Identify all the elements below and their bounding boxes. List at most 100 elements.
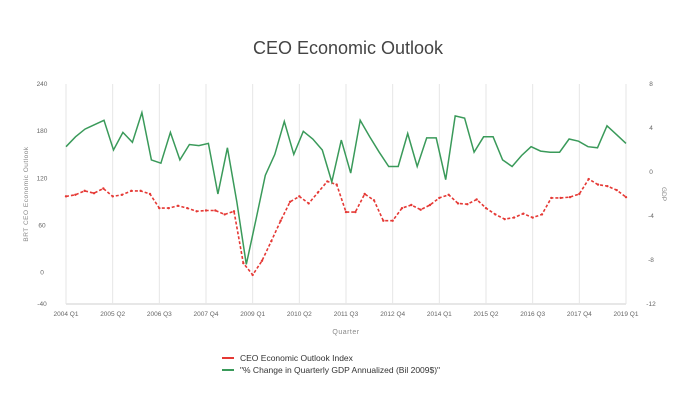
y-axis-title: BRT CEO Economic Outlook <box>23 146 30 241</box>
data-point <box>344 210 348 214</box>
data-point <box>391 219 394 222</box>
data-point <box>531 216 534 219</box>
data-point <box>92 192 96 195</box>
data-point <box>419 208 422 211</box>
data-point <box>428 203 432 207</box>
data-point <box>578 192 581 196</box>
legend-swatch-outlook <box>222 357 234 359</box>
chart-title: CEO Economic Outlook <box>252 38 444 58</box>
data-point <box>615 188 618 192</box>
y2-tick-label: -12 <box>646 301 656 308</box>
data-point <box>270 239 273 243</box>
data-point <box>447 193 450 196</box>
data-point <box>279 219 282 222</box>
data-point <box>232 210 236 213</box>
y-tick-label: 240 <box>37 81 48 88</box>
chart-legend: CEO Economic Outlook Index "% Change in … <box>222 352 440 376</box>
data-point <box>466 203 469 206</box>
data-point <box>242 261 245 265</box>
data-point <box>363 192 366 196</box>
data-point <box>64 195 68 198</box>
y-tick-label: -40 <box>37 301 47 308</box>
data-point <box>83 189 86 193</box>
data-point <box>335 183 338 186</box>
data-point <box>400 206 404 210</box>
data-point <box>130 189 133 193</box>
data-point <box>139 189 142 193</box>
data-point <box>587 177 590 181</box>
data-point <box>522 212 525 215</box>
legend-entry-gdp[interactable]: "% Change in Quarterly GDP Annualized (B… <box>222 364 440 376</box>
x-tick-label: 2011 Q3 <box>334 311 359 318</box>
data-point <box>120 193 124 196</box>
x-tick-label: 2014 Q1 <box>427 311 452 318</box>
legend-entry-outlook[interactable]: CEO Economic Outlook Index <box>222 352 440 364</box>
y-tick-label: 0 <box>40 270 44 277</box>
x-axis-title: Quarter <box>332 329 359 336</box>
x-tick-label: 2010 Q2 <box>287 311 312 318</box>
data-point <box>298 195 301 198</box>
data-point <box>484 206 488 210</box>
data-point <box>307 202 310 205</box>
data-point <box>102 187 105 190</box>
data-point <box>456 202 460 205</box>
y2-tick-label: -4 <box>648 213 654 220</box>
y-tick-label: 120 <box>37 175 48 182</box>
data-point <box>74 193 77 196</box>
legend-swatch-gdp <box>222 369 234 371</box>
data-point <box>568 195 572 199</box>
legend-label-gdp: "% Change in Quarterly GDP Annualized (B… <box>240 365 441 375</box>
data-point <box>438 196 441 200</box>
data-point <box>475 198 478 201</box>
data-point <box>410 203 413 207</box>
data-point <box>382 219 385 222</box>
y2-tick-label: -8 <box>648 257 654 264</box>
data-point <box>503 217 506 221</box>
data-point <box>494 213 497 216</box>
data-point <box>148 192 152 196</box>
data-point <box>512 216 516 219</box>
data-point <box>596 183 600 186</box>
data-point <box>372 199 376 202</box>
y2-tick-label: 0 <box>649 169 653 176</box>
data-point <box>540 213 544 216</box>
x-tick-label: 2016 Q3 <box>520 311 545 318</box>
data-point <box>316 191 320 194</box>
data-point <box>223 213 226 216</box>
x-tick-label: 2006 Q3 <box>147 311 172 318</box>
x-tick-label: 2007 Q4 <box>194 311 219 318</box>
y-tick-label: 180 <box>37 128 48 135</box>
data-point <box>204 209 208 212</box>
data-point <box>195 210 198 213</box>
data-point <box>354 210 357 214</box>
data-point <box>176 204 180 207</box>
data-point <box>288 200 292 204</box>
x-tick-label: 2009 Q1 <box>240 311 265 318</box>
data-point <box>186 206 189 210</box>
data-point <box>251 273 254 277</box>
x-tick-label: 2019 Q1 <box>614 311 639 318</box>
legend-label-outlook: CEO Economic Outlook Index <box>240 353 353 363</box>
data-point <box>111 195 114 198</box>
y2-tick-label: 4 <box>649 125 653 132</box>
x-tick-label: 2015 Q2 <box>474 311 499 318</box>
data-point <box>260 259 264 262</box>
x-tick-label: 2012 Q4 <box>380 311 405 318</box>
data-point <box>167 206 170 210</box>
data-point <box>214 209 217 212</box>
y-tick-label: 60 <box>38 222 46 229</box>
series-line-1 <box>65 109 627 265</box>
y2-axis-title: GDP <box>660 187 667 201</box>
data-point <box>550 196 553 200</box>
data-point <box>326 180 329 183</box>
data-point <box>624 195 628 199</box>
x-tick-label: 2005 Q2 <box>100 311 125 318</box>
data-point <box>158 206 161 210</box>
x-tick-label: 2017 Q4 <box>567 311 592 318</box>
data-point <box>559 196 562 200</box>
y2-tick-label: 8 <box>649 81 653 88</box>
data-point <box>606 184 609 188</box>
x-tick-label: 2004 Q1 <box>54 311 79 318</box>
